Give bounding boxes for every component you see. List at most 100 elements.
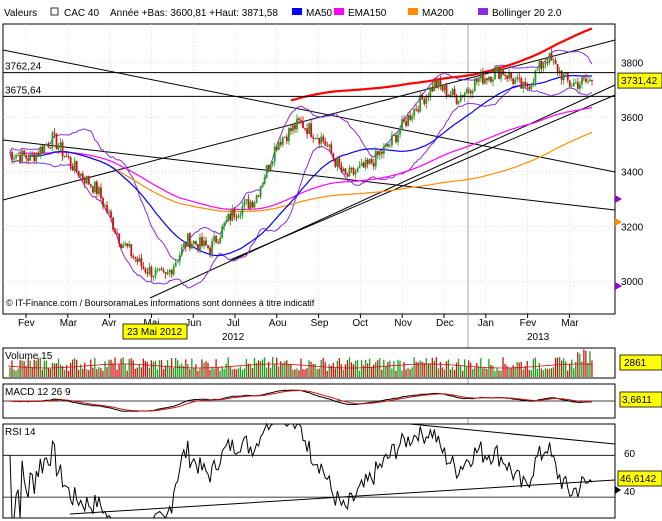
volume-bar <box>177 360 179 377</box>
volume-bar <box>82 368 84 377</box>
ma200-line <box>48 131 593 213</box>
volume-bar <box>193 367 195 377</box>
candles <box>9 48 593 282</box>
candle <box>356 167 359 173</box>
candle <box>524 81 527 85</box>
candle <box>144 268 147 273</box>
volume-bar <box>150 360 153 377</box>
legend-swatch <box>478 8 488 15</box>
candle <box>322 136 325 142</box>
candle <box>455 95 458 104</box>
volume-bar <box>128 359 130 377</box>
volume-bar <box>173 368 175 377</box>
candle <box>152 276 155 278</box>
candle <box>514 79 517 84</box>
volume-bar <box>520 361 522 377</box>
volume-bar <box>148 367 151 377</box>
candle <box>23 150 26 156</box>
candle <box>542 64 545 69</box>
candle <box>534 70 537 83</box>
volume-bar <box>318 368 320 377</box>
volume-bar <box>272 357 274 377</box>
date-highlight: 23 Mai 2012 <box>127 327 182 338</box>
volume-bar <box>237 368 239 377</box>
volume-bar <box>227 357 229 377</box>
month-label: Nov <box>394 318 412 329</box>
candle <box>201 237 203 247</box>
volume-bar <box>542 370 545 377</box>
candle <box>215 236 218 243</box>
candle <box>433 81 436 92</box>
candle <box>178 255 181 262</box>
volume-bar <box>300 358 302 377</box>
candle <box>439 80 442 87</box>
volume-bar <box>187 363 189 377</box>
candle <box>217 242 220 244</box>
candle <box>372 162 375 167</box>
volume-bar <box>259 361 262 377</box>
volume-bar <box>455 362 458 377</box>
candle <box>512 78 515 84</box>
candle <box>391 135 393 146</box>
volume-bar <box>47 367 50 377</box>
volume-bar <box>532 358 534 377</box>
volume-bar <box>45 360 47 377</box>
volume-bar <box>306 368 308 377</box>
candle <box>239 215 242 217</box>
candle <box>334 158 337 167</box>
volume-bar <box>217 367 219 377</box>
volume-bar <box>320 359 322 377</box>
volume-bar <box>403 362 405 377</box>
candle <box>51 132 54 148</box>
candle <box>368 159 371 164</box>
candle <box>536 69 539 71</box>
y-tick-label: 3000 <box>621 277 644 288</box>
volume-bar <box>558 357 561 377</box>
candle <box>500 70 502 79</box>
y-tick-label: 3400 <box>621 168 644 179</box>
volume-bar <box>69 362 72 377</box>
volume-bar <box>554 357 557 377</box>
volume-bar <box>152 361 155 377</box>
candle <box>245 199 248 201</box>
volume-bar <box>577 352 579 377</box>
candle <box>138 258 141 262</box>
candle <box>158 268 161 270</box>
candle <box>195 241 197 245</box>
candle <box>41 147 44 154</box>
candle <box>312 136 315 139</box>
candle <box>556 64 559 74</box>
candle <box>528 87 531 89</box>
volume-bar <box>316 369 318 377</box>
legend-swatch <box>408 8 418 15</box>
volume-bar <box>257 360 260 377</box>
volume-bar <box>286 360 288 377</box>
candle <box>190 243 193 249</box>
candle <box>540 60 543 69</box>
volume-bar <box>209 370 211 377</box>
volume-bar <box>482 368 484 377</box>
candle <box>13 157 15 160</box>
candle <box>168 270 171 273</box>
candle <box>83 178 86 184</box>
volume-bar <box>419 360 421 377</box>
rsi-marker-icon <box>615 486 621 494</box>
volume-bar <box>399 360 401 377</box>
volume-bar <box>366 363 369 377</box>
volume-bar <box>468 360 470 377</box>
candle <box>19 154 22 162</box>
volume-bar <box>108 359 110 377</box>
volume-bar <box>215 359 217 377</box>
candle <box>160 268 163 271</box>
candle <box>585 78 587 82</box>
month-label: Mar <box>60 318 78 329</box>
candle <box>203 240 205 247</box>
price-overlays <box>2 27 616 299</box>
candle <box>162 270 165 273</box>
candle <box>300 120 302 122</box>
candle <box>431 87 434 92</box>
candle <box>257 195 260 197</box>
candle <box>81 173 84 179</box>
candle <box>451 89 454 96</box>
candle <box>164 272 167 275</box>
